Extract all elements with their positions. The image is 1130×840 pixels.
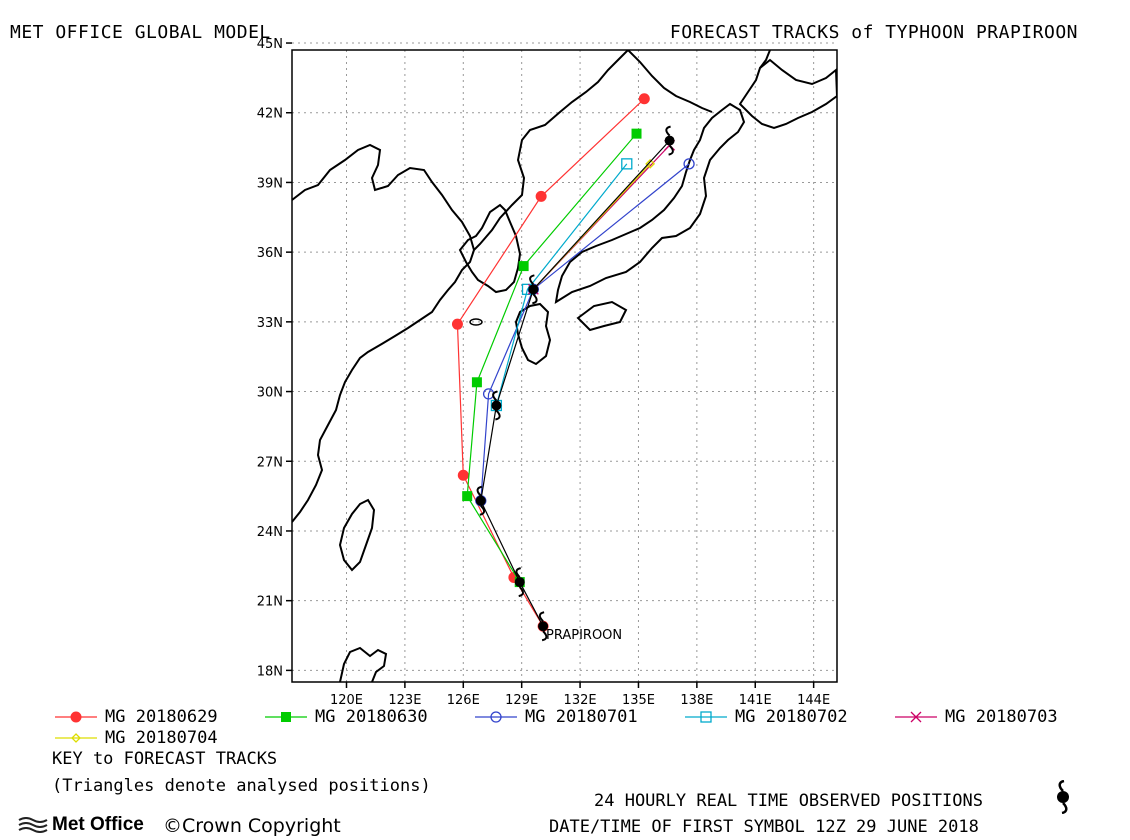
legend-entry: MG 20180701 bbox=[475, 707, 638, 727]
met-office-logo: Met Office bbox=[18, 814, 144, 836]
track-point bbox=[621, 158, 633, 170]
observed-typhoon-icon bbox=[538, 611, 549, 642]
observed-typhoon-icon bbox=[528, 274, 539, 305]
legend-entry: MG 20180629 bbox=[55, 707, 218, 727]
legend-entry: MG 20180630 bbox=[265, 707, 428, 727]
legend-label: MG 20180702 bbox=[735, 707, 848, 727]
legend-label: MG 20180703 bbox=[945, 707, 1058, 727]
met-office-wave-icon bbox=[18, 817, 48, 833]
copyright-notice: ©Crown Copyright bbox=[163, 815, 341, 837]
lon-tick-label: 123E bbox=[388, 693, 421, 708]
lon-tick-label: 120E bbox=[330, 693, 363, 708]
chart-title: FORECAST TRACKS of TYPHOON PRAPIROON bbox=[669, 22, 1078, 43]
met-office-logo-text: Met Office bbox=[52, 814, 144, 835]
typhoon-symbol-icon bbox=[1057, 780, 1069, 814]
first-symbol-datetime: DATE/TIME OF FIRST SYMBOL 12Z 29 JUNE 20… bbox=[549, 817, 979, 837]
lat-tick-label: 21N bbox=[257, 595, 283, 610]
lat-tick-label: 39N bbox=[257, 176, 283, 191]
hokkaido-coastline bbox=[738, 58, 837, 130]
lat-tick-label: 27N bbox=[257, 455, 283, 470]
track-point bbox=[535, 190, 547, 202]
observed-positions-label: 24 HOURLY REAL TIME OBSERVED POSITIONS bbox=[594, 791, 983, 811]
legend-marker bbox=[70, 711, 82, 723]
legend-label: MG 20180704 bbox=[105, 728, 218, 748]
legend-label: MG 20180629 bbox=[105, 707, 218, 727]
legend-marker bbox=[700, 711, 712, 723]
legend-marker bbox=[281, 712, 291, 722]
honshu-coastline bbox=[554, 102, 746, 305]
legend-swatch bbox=[895, 711, 937, 723]
track-line bbox=[466, 133, 637, 583]
lon-tick-label: 135E bbox=[622, 693, 655, 708]
track-point bbox=[518, 261, 529, 272]
mainland-coastline bbox=[292, 50, 629, 523]
map-grid bbox=[292, 42, 837, 682]
latitude-labels: 18N 21N 24N 27N 30N 33N 36N 39N 42N 45N bbox=[257, 37, 292, 679]
legend-swatch bbox=[55, 733, 97, 743]
legend-swatch bbox=[685, 711, 727, 723]
lon-tick-label: 144E bbox=[797, 693, 830, 708]
jeju-island bbox=[469, 318, 483, 326]
legend-entry: MG 20180704 bbox=[55, 728, 218, 748]
russia-coastline bbox=[627, 50, 771, 113]
storm-name-label: PRAPIROON bbox=[546, 628, 622, 643]
track-point bbox=[683, 158, 695, 170]
legend-label: MG 20180701 bbox=[525, 707, 638, 727]
legend-label: MG 20180630 bbox=[315, 707, 428, 727]
lat-tick-label: 45N bbox=[257, 37, 283, 52]
legend-entry: MG 20180702 bbox=[685, 707, 848, 727]
lat-tick-label: 36N bbox=[257, 246, 283, 261]
lat-tick-label: 24N bbox=[257, 525, 283, 540]
legend-marker bbox=[910, 711, 922, 723]
observed-typhoon-icon bbox=[514, 567, 525, 598]
model-title: MET OFFICE GLOBAL MODEL bbox=[10, 22, 271, 43]
track-point bbox=[645, 158, 656, 169]
lon-tick-label: 126E bbox=[447, 693, 480, 708]
korea-coastline bbox=[458, 203, 522, 294]
lat-tick-label: 42N bbox=[257, 107, 283, 122]
legend-swatch bbox=[55, 711, 97, 723]
observed-positions bbox=[475, 125, 675, 642]
track-point bbox=[638, 93, 650, 105]
lon-tick-label: 141E bbox=[739, 693, 772, 708]
observed-track-line bbox=[480, 140, 671, 627]
taiwan-coastline bbox=[338, 498, 376, 572]
legend-key-title: KEY to FORECAST TRACKS bbox=[52, 749, 278, 769]
longitude-labels: 120E 123E 126E 129E 132E 135E 138E 141E 144E bbox=[330, 682, 830, 708]
track-mg-20180629 bbox=[451, 93, 650, 632]
lon-tick-label: 129E bbox=[505, 693, 538, 708]
plot-frame bbox=[291, 49, 838, 683]
track-point bbox=[451, 318, 463, 330]
track-line bbox=[480, 163, 690, 501]
track-point bbox=[462, 491, 473, 502]
legend-swatch bbox=[475, 711, 517, 723]
lat-tick-label: 33N bbox=[257, 316, 283, 331]
observed-typhoon-icon bbox=[491, 390, 502, 421]
luzon-coastline bbox=[339, 646, 388, 682]
coastlines bbox=[292, 50, 837, 682]
track-point bbox=[471, 377, 482, 388]
track-point bbox=[457, 469, 469, 481]
legend-entry: MG 20180703 bbox=[895, 707, 1058, 727]
track-line bbox=[495, 163, 628, 406]
track-mg-20180701 bbox=[475, 158, 695, 507]
legend-triangles-note: (Triangles denote analysed positions) bbox=[52, 776, 431, 796]
legend-swatch bbox=[265, 712, 307, 722]
observed-typhoon-icon bbox=[475, 485, 486, 516]
legend-marker bbox=[490, 711, 502, 723]
shikoku-coastline bbox=[576, 300, 628, 332]
lon-tick-label: 138E bbox=[680, 693, 713, 708]
forecast-tracks bbox=[451, 93, 695, 632]
observed-typhoon-icon bbox=[664, 125, 675, 156]
lon-tick-label: 132E bbox=[564, 693, 597, 708]
track-point bbox=[631, 128, 642, 139]
legend-marker bbox=[71, 733, 81, 743]
lat-tick-label: 18N bbox=[257, 664, 283, 679]
lat-tick-label: 30N bbox=[257, 386, 283, 401]
kyushu-coastline bbox=[514, 302, 552, 366]
